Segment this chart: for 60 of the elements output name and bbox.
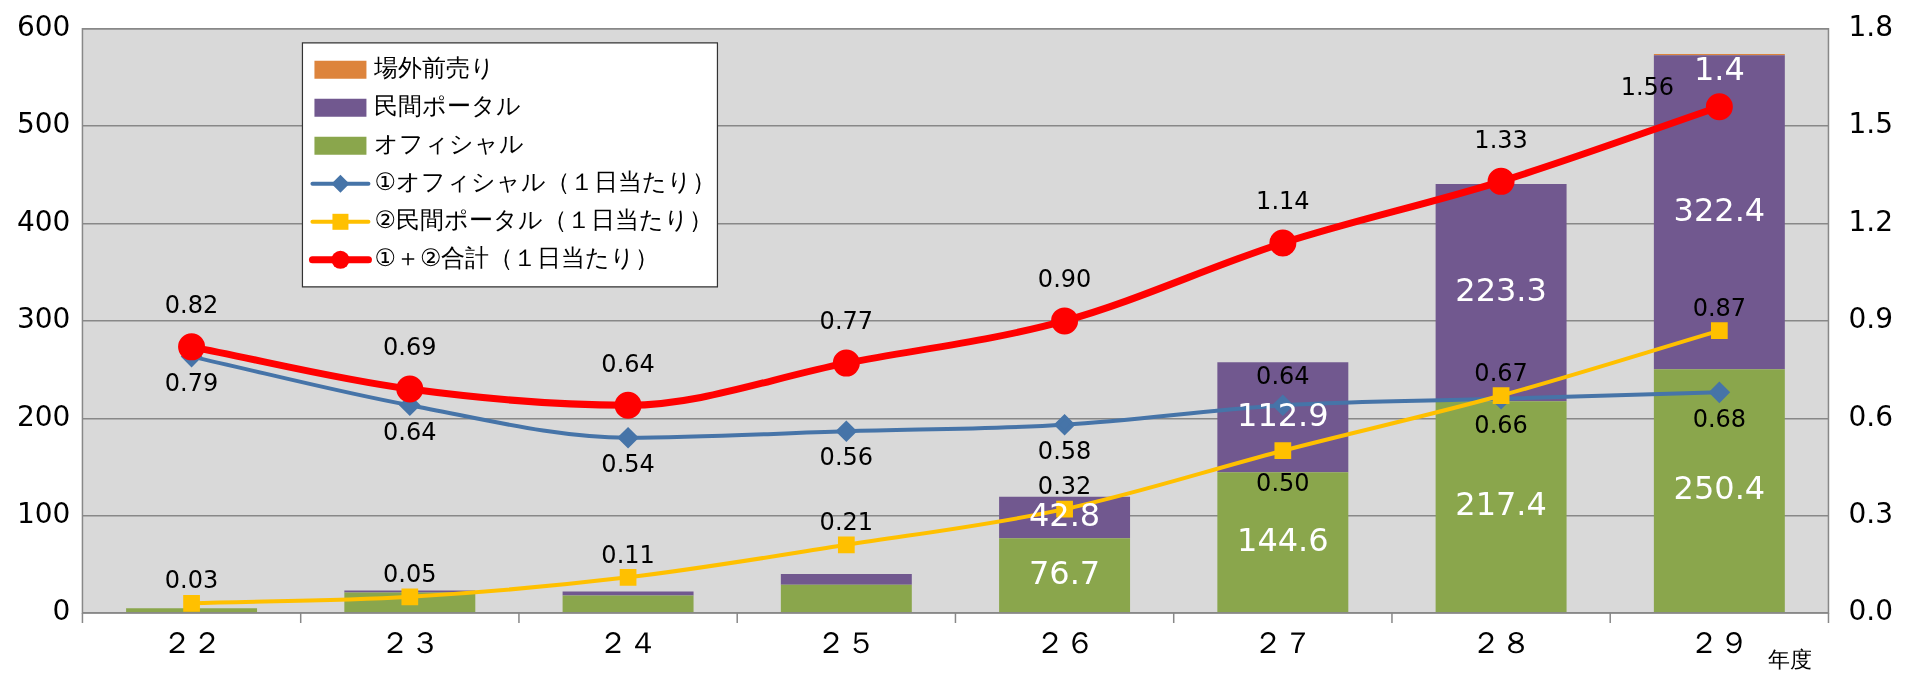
y2-tick-label: 1.2 xyxy=(1848,204,1893,238)
data-label: 76.7 xyxy=(1028,553,1101,592)
data-label: 1.33 xyxy=(1474,125,1528,154)
data-label: 0.82 xyxy=(164,291,219,320)
data-label: 1.4 xyxy=(1693,50,1745,89)
data-label: 0.50 xyxy=(1256,468,1310,497)
data-label: 0.68 xyxy=(1692,404,1747,433)
x-tick-label: ２５ xyxy=(816,624,877,660)
y2-tick-label: 0.9 xyxy=(1848,302,1893,336)
data-label: 0.05 xyxy=(383,560,437,589)
data-label: 112.9 xyxy=(1237,395,1329,434)
data-label: 0.03 xyxy=(164,566,219,595)
x-tick-label: ２２ xyxy=(161,624,222,660)
data-label: 0.64 xyxy=(383,417,437,446)
y2-tick-label: 0.6 xyxy=(1848,399,1893,433)
x-axis-title: 年度 xyxy=(1768,646,1813,672)
y-tick-label: 400 xyxy=(16,204,71,238)
legend-label: ②民間ポータル（１日当たり） xyxy=(374,206,713,235)
y2-tick-label: 1.8 xyxy=(1848,10,1893,44)
y-tick-label: 500 xyxy=(16,107,71,141)
legend-label: ①オフィシャル（１日当たり） xyxy=(374,168,716,197)
x-tick-label: ２７ xyxy=(1252,624,1313,660)
y-tick-label: 100 xyxy=(16,496,71,530)
y-tick-label: 600 xyxy=(16,10,71,44)
data-label: 0.69 xyxy=(383,333,437,362)
data-label: 0.67 xyxy=(1474,358,1528,387)
data-label: 0.32 xyxy=(1037,472,1092,501)
data-label: 0.64 xyxy=(1256,361,1310,390)
y2-tick-label: 0.0 xyxy=(1848,594,1893,628)
y-tick-label: 0 xyxy=(52,594,71,628)
data-label: 0.54 xyxy=(601,449,655,478)
x-tick-label: ２３ xyxy=(379,624,440,660)
data-label: 217.4 xyxy=(1455,485,1547,524)
legend-label: 民間ポータル xyxy=(374,92,522,121)
data-label: 0.64 xyxy=(601,349,655,378)
data-label: 0.77 xyxy=(819,307,874,336)
data-label: 0.87 xyxy=(1692,293,1747,322)
data-label: 1.14 xyxy=(1256,187,1310,216)
data-label: 223.3 xyxy=(1455,270,1547,309)
x-tick-label: ２８ xyxy=(1471,624,1532,660)
x-tick-label: ２６ xyxy=(1034,624,1095,660)
y-tick-label: 300 xyxy=(16,302,71,336)
data-label: 250.4 xyxy=(1673,469,1766,508)
legend-label: ①＋②合計（１日当たり） xyxy=(374,244,660,273)
data-label: 0.21 xyxy=(819,508,874,537)
y-tick-label: 200 xyxy=(16,399,71,433)
data-label: 322.4 xyxy=(1673,190,1766,229)
x-tick-label: ２４ xyxy=(598,624,659,660)
data-label: 0.79 xyxy=(164,368,219,397)
data-label: 0.58 xyxy=(1037,436,1092,465)
data-label: 0.66 xyxy=(1474,411,1528,440)
data-label: 0.90 xyxy=(1037,265,1092,294)
data-label: 144.6 xyxy=(1237,520,1329,559)
y2-tick-label: 1.5 xyxy=(1848,107,1893,141)
data-label: 0.11 xyxy=(601,540,655,569)
x-tick-label: ２９ xyxy=(1689,624,1750,660)
legend-label: 場外前売り xyxy=(373,54,496,83)
legend-label: オフィシャル xyxy=(374,130,525,159)
y2-tick-label: 0.3 xyxy=(1848,496,1893,530)
data-label: 0.56 xyxy=(819,443,874,472)
